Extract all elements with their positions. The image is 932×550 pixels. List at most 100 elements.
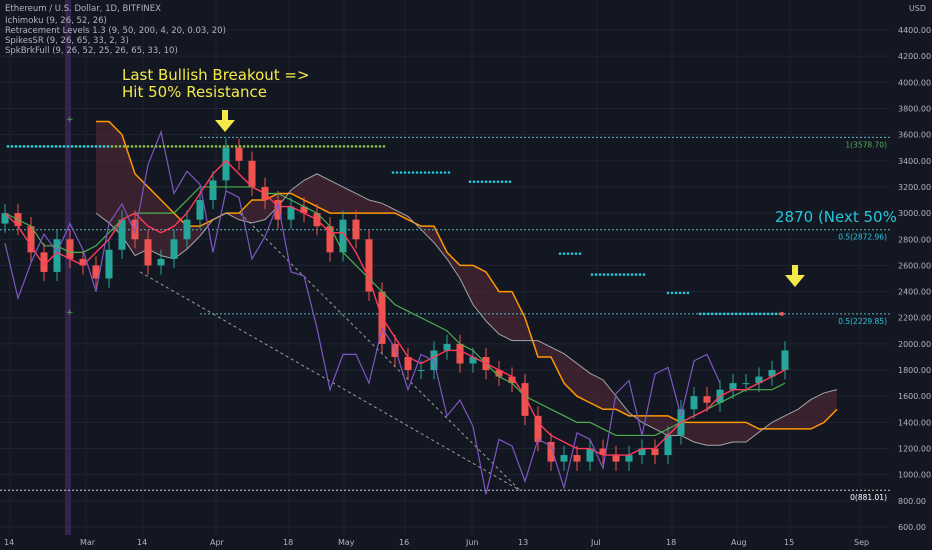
spike-dot bbox=[86, 145, 90, 148]
spike-dot bbox=[382, 145, 386, 148]
candle-body bbox=[92, 265, 100, 279]
spike-dot bbox=[574, 252, 578, 255]
spike-dot bbox=[170, 145, 174, 148]
candle-body bbox=[1, 213, 9, 224]
spike-dot bbox=[26, 145, 30, 148]
senkou-span-a bbox=[95, 173, 838, 446]
candle-body bbox=[690, 396, 698, 410]
spike-dot bbox=[298, 145, 302, 148]
indicator-spkbrkfull[interactable]: SpkBrkFull (9, 26, 52, 25, 26, 65, 33, 1… bbox=[5, 46, 178, 56]
spike-dot bbox=[114, 145, 118, 148]
y-tick-label: 3400.00 bbox=[898, 157, 931, 166]
spike-dot bbox=[702, 312, 706, 316]
spike-dot bbox=[403, 171, 407, 174]
spike-dot bbox=[102, 145, 106, 148]
spike-dot bbox=[130, 145, 134, 148]
spike-dot bbox=[70, 145, 74, 148]
spike-dot-end bbox=[780, 311, 784, 316]
spike-dot bbox=[158, 145, 162, 148]
spike-dot bbox=[758, 312, 762, 316]
candle-body bbox=[573, 455, 581, 462]
spike-dot bbox=[754, 312, 758, 316]
spike-dot bbox=[42, 145, 46, 148]
spike-dot bbox=[358, 145, 362, 148]
indicator-retracement[interactable]: Retracement Levels 1.3 (9, 50, 200, 4, 2… bbox=[5, 26, 226, 36]
spike-dot bbox=[722, 312, 726, 316]
spike-dot bbox=[154, 145, 158, 148]
spike-dot bbox=[710, 312, 714, 316]
spike-dot bbox=[674, 291, 678, 295]
y-tick-label: 2000.00 bbox=[898, 340, 931, 349]
spike-dot bbox=[142, 145, 146, 148]
spike-dot bbox=[578, 252, 582, 255]
event-highlight-bar bbox=[65, 0, 71, 535]
candle-body bbox=[196, 200, 204, 220]
spike-dot bbox=[766, 312, 770, 316]
spike-dot bbox=[431, 171, 435, 174]
candle-body bbox=[456, 343, 464, 364]
spike-dot bbox=[302, 145, 306, 148]
arrow-breakout bbox=[215, 110, 235, 132]
candle-body bbox=[235, 147, 243, 161]
spike-dot bbox=[14, 145, 18, 148]
candle-body bbox=[651, 448, 659, 456]
y-tick-label: 2800.00 bbox=[898, 235, 931, 244]
spike-dot bbox=[496, 180, 500, 184]
spike-dot bbox=[198, 145, 202, 148]
candle-body bbox=[170, 239, 178, 259]
spike-dot bbox=[415, 171, 419, 174]
y-tick-label: 1000.00 bbox=[898, 471, 931, 480]
indicator-spikessr[interactable]: SpikesSR (9, 26, 65, 33, 2, 3) bbox=[5, 36, 129, 46]
spike-dot bbox=[266, 145, 270, 148]
spike-dot bbox=[98, 145, 102, 148]
plus-marker: + bbox=[66, 308, 74, 318]
spike-dot bbox=[472, 180, 476, 184]
x-tick-label: Jun bbox=[465, 538, 479, 547]
spike-dot bbox=[666, 291, 670, 295]
spike-dot bbox=[78, 145, 82, 148]
indicator-ichimoku[interactable]: Ichimoku (9, 26, 52, 26) bbox=[5, 16, 107, 26]
spike-dot bbox=[6, 145, 10, 148]
candle-body bbox=[274, 200, 282, 220]
spike-dot bbox=[762, 312, 766, 316]
spike-dot bbox=[504, 180, 508, 184]
spike-dot bbox=[126, 145, 130, 148]
candle-body bbox=[625, 455, 633, 462]
y-tick-label: 2400.00 bbox=[898, 288, 931, 297]
y-tick-label: 4400.00 bbox=[898, 26, 931, 35]
spike-dot bbox=[186, 145, 190, 148]
level-label: 1(3578.70) bbox=[845, 140, 887, 149]
x-tick-label: 14 bbox=[4, 538, 14, 547]
y-tick-label: 800.00 bbox=[898, 497, 926, 506]
spike-dot bbox=[46, 145, 50, 148]
candle-body bbox=[586, 448, 594, 462]
spike-dot bbox=[286, 145, 290, 148]
y-tick-label: 3800.00 bbox=[898, 104, 931, 113]
spike-dot bbox=[218, 145, 222, 148]
y-tick-label: 2200.00 bbox=[898, 314, 931, 323]
spike-dot bbox=[570, 252, 574, 255]
spike-dot bbox=[306, 145, 310, 148]
spike-dot bbox=[634, 273, 638, 276]
spike-dot bbox=[294, 145, 298, 148]
candle-body bbox=[443, 343, 451, 351]
spike-dot bbox=[370, 145, 374, 148]
spike-dot bbox=[146, 145, 150, 148]
x-tick-label: 13 bbox=[518, 538, 528, 547]
candle-body bbox=[521, 383, 529, 416]
spike-dot bbox=[500, 180, 504, 184]
plus-marker: + bbox=[66, 115, 74, 125]
candle-body bbox=[183, 219, 191, 240]
candle-body bbox=[417, 370, 425, 372]
spike-dot bbox=[206, 145, 210, 148]
spike-dot bbox=[718, 312, 722, 316]
spike-dot bbox=[210, 145, 214, 148]
spike-dot bbox=[134, 145, 138, 148]
level-label: 0.5(2229.85) bbox=[838, 317, 887, 326]
spike-dot bbox=[50, 145, 54, 148]
y-tick-label: 1400.00 bbox=[898, 418, 931, 427]
spike-dot bbox=[730, 312, 734, 316]
spike-dot bbox=[447, 171, 451, 174]
spike-dot bbox=[407, 171, 411, 174]
